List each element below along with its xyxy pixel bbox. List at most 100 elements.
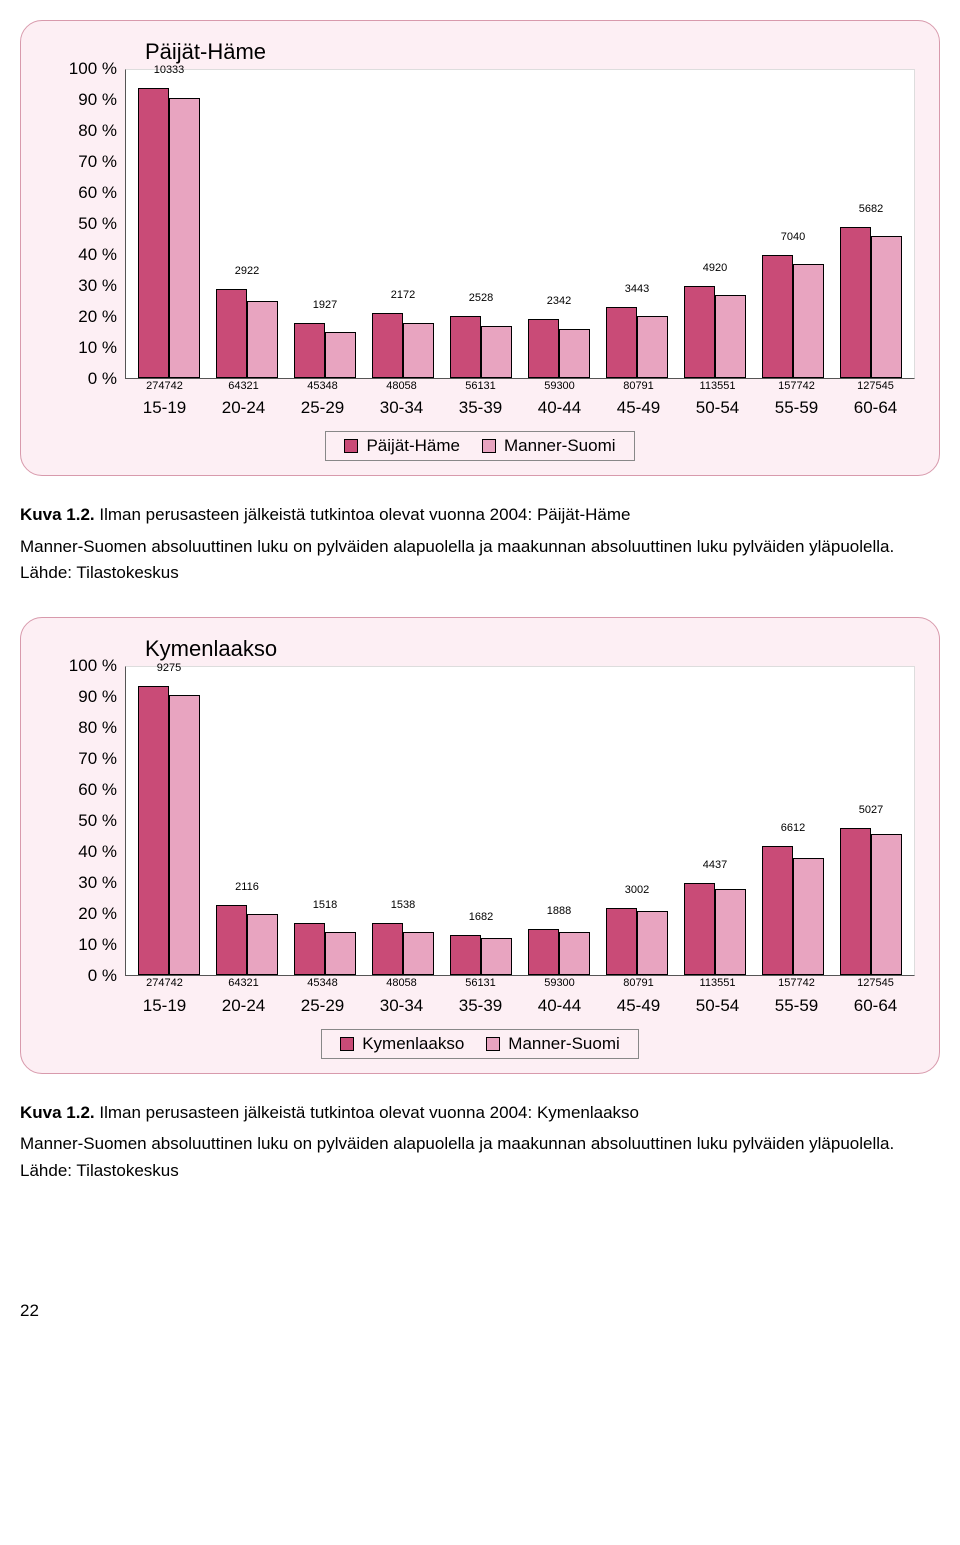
page-number: 22 <box>20 1301 940 1321</box>
legend-swatch <box>344 439 358 453</box>
bar <box>528 929 559 975</box>
y-tick-label: 50 % <box>78 214 117 234</box>
x-category-label: 45-49 <box>603 995 674 1017</box>
bar-group: 3002 <box>602 667 672 975</box>
x-category-label: 30-34 <box>366 995 437 1017</box>
bar-group: 1927 <box>290 70 360 378</box>
x-category-label: 15-19 <box>129 995 200 1017</box>
bar <box>481 326 512 378</box>
x-secondary-label: 274742 <box>129 379 200 393</box>
x-secondary-label: 64321 <box>208 379 279 393</box>
bar-value-label: 1682 <box>446 911 516 923</box>
y-tick-label: 80 % <box>78 121 117 141</box>
source-line: Lähde: Tilastokeskus <box>20 563 940 583</box>
x-label: 113551 50-54 <box>682 976 753 1016</box>
bar-group: 1888 <box>524 667 594 975</box>
y-tick-label: 20 % <box>78 307 117 327</box>
bar <box>871 834 902 976</box>
x-secondary-label: 113551 <box>682 379 753 393</box>
bar <box>169 695 200 975</box>
legend-item: Kymenlaakso <box>340 1034 464 1054</box>
legend-label: Manner-Suomi <box>504 436 616 456</box>
x-category-label: 50-54 <box>682 397 753 419</box>
chart-card: Päijät-Häme0 %10 %20 %30 %40 %50 %60 %70… <box>20 20 940 476</box>
bar <box>528 319 559 378</box>
x-secondary-label: 59300 <box>524 976 595 990</box>
bar <box>325 932 356 975</box>
bar-value-label: 9275 <box>134 662 204 674</box>
y-tick-label: 60 % <box>78 780 117 800</box>
x-label: 5613135-39 <box>445 976 516 1016</box>
x-category-label: 25-29 <box>287 995 358 1017</box>
x-secondary-label: 59300 <box>524 379 595 393</box>
bar <box>840 828 871 976</box>
x-secondary-label: 157742 <box>761 976 832 990</box>
bar <box>637 911 668 976</box>
bar-value-label: 6612 <box>758 822 828 834</box>
x-secondary-label: 64321 <box>208 976 279 990</box>
bar <box>169 98 200 378</box>
chart-title: Kymenlaakso <box>145 636 915 662</box>
x-label: 4534825-29 <box>287 379 358 419</box>
x-category-label: 35-39 <box>445 995 516 1017</box>
bar-value-label: 1538 <box>368 899 438 911</box>
bar <box>372 313 403 378</box>
y-tick-label: 20 % <box>78 904 117 924</box>
plot-region: 9275211615181538168218883002443766125027 <box>125 666 915 976</box>
legend-swatch <box>340 1037 354 1051</box>
bar-value-label: 2342 <box>524 295 594 307</box>
y-tick-label: 100 % <box>69 656 117 676</box>
x-secondary-label: 45348 <box>287 976 358 990</box>
x-label: 8079145-49 <box>603 379 674 419</box>
x-secondary-label: 113551 <box>682 976 753 990</box>
bar-value-label: 3002 <box>602 884 672 896</box>
bar-group: 2116 <box>212 667 282 975</box>
bar <box>793 858 824 975</box>
bar-group: 9275 <box>134 667 204 975</box>
bar <box>559 932 590 975</box>
x-secondary-label: 157742 <box>761 379 832 393</box>
y-axis: 0 %10 %20 %30 %40 %50 %60 %70 %80 %90 %1… <box>45 69 125 379</box>
bar-value-label: 4437 <box>680 859 750 871</box>
x-secondary-label: 80791 <box>603 976 674 990</box>
caption-text: Ilman perusasteen jälkeistä tutkintoa ol… <box>95 505 631 524</box>
bar-group: 5027 <box>836 667 906 975</box>
bar-group: 7040 <box>758 70 828 378</box>
bar <box>138 686 169 976</box>
bar <box>762 255 793 378</box>
x-label: 45348 25-29 <box>287 976 358 1016</box>
bar <box>606 307 637 378</box>
legend-item: Päijät-Häme <box>344 436 460 456</box>
y-tick-label: 30 % <box>78 276 117 296</box>
bar <box>138 88 169 378</box>
chart-card: Kymenlaakso 0 %10 %20 %30 %40 %50 %60 %70… <box>20 617 940 1073</box>
y-axis: 0 %10 %20 %30 %40 %50 %60 %70 %80 %90 %1… <box>45 666 125 976</box>
bar-value-label: 10333 <box>134 64 204 76</box>
bar <box>294 923 325 975</box>
bar-group: 2922 <box>212 70 282 378</box>
legend-label: Päijät-Häme <box>366 436 460 456</box>
bar <box>372 923 403 975</box>
bar <box>684 883 715 975</box>
bar <box>403 323 434 378</box>
bar-group: 5682 <box>836 70 906 378</box>
bar <box>325 332 356 378</box>
x-category-label: 55-59 <box>761 397 832 419</box>
x-label: 5613135-39 <box>445 379 516 419</box>
bar-group: 4437 <box>680 667 750 975</box>
x-secondary-label: 45348 <box>287 379 358 393</box>
x-label: 64321 20-24 <box>208 379 279 419</box>
x-category-label: 50-54 <box>682 995 753 1017</box>
bar-value-label: 7040 <box>758 231 828 243</box>
bar <box>247 301 278 378</box>
legend-label: Kymenlaakso <box>362 1034 464 1054</box>
x-label: 27474215-19 <box>129 379 200 419</box>
legend: KymenlaaksoManner-Suomi <box>321 1029 639 1059</box>
x-category-label: 45-49 <box>603 397 674 419</box>
x-secondary-label: 127545 <box>840 976 911 990</box>
x-label: 157742 55-59 <box>761 379 832 419</box>
bar <box>793 264 824 378</box>
x-category-label: 20-24 <box>208 397 279 419</box>
y-tick-label: 10 % <box>78 338 117 358</box>
x-label: 6432120-24 <box>208 976 279 1016</box>
